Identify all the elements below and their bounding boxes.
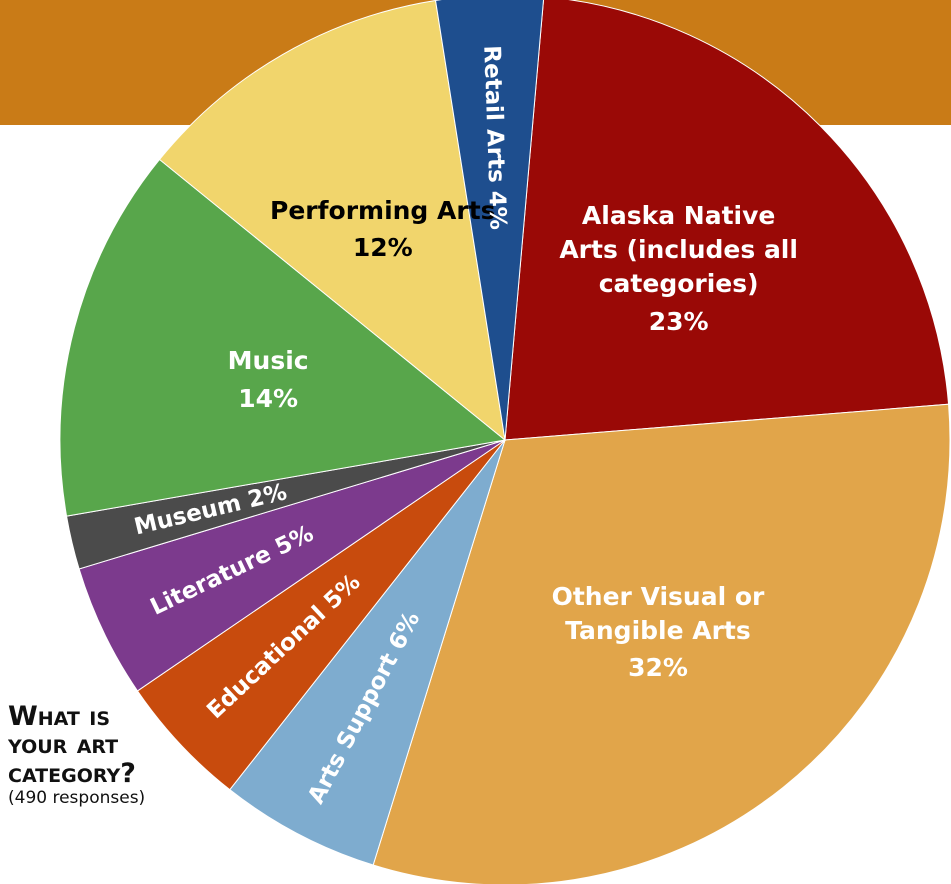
slice-name: Alaska Native Arts (includes all categor… (559, 201, 798, 298)
slice-name: Retail Arts (479, 45, 510, 183)
slice-name: Performing Arts (270, 195, 496, 225)
slice-name: Music (227, 345, 309, 375)
slice-label-box: Music 14% (138, 293, 398, 463)
slice-value: 23% (648, 306, 709, 336)
pie: Alaska Native Arts (includes all categor… (59, 0, 951, 884)
slice-value: 4% (484, 190, 511, 230)
slice-label: Other Visual or Tangible Arts 32% (528, 546, 788, 716)
pie-slice (158, 0, 506, 442)
slice-label: Music 14% (138, 293, 398, 463)
slice-value: 14% (238, 383, 299, 413)
slice-value: 32% (628, 653, 688, 683)
slice-label: Retail Arts 4% (479, 45, 511, 230)
slice-label: Performing Arts 12% (253, 143, 513, 313)
pie-slice (504, 0, 950, 441)
title-box: What is your art category? (490 response… (8, 703, 146, 809)
pie-slice (59, 158, 507, 517)
slice-label: Alaska Native Arts (includes all categor… (549, 183, 809, 353)
slice-value: 12% (352, 233, 413, 263)
chart-subtitle: (490 responses) (8, 788, 146, 809)
pie-slice (372, 403, 951, 884)
slice-name: Other Visual or Tangible Arts (551, 581, 765, 645)
chart-title: What is your art category? (8, 703, 136, 789)
slice-label-box: Alaska Native Arts (includes all categor… (549, 183, 809, 353)
pie-slice (434, 0, 544, 441)
slice-label-box: Other Visual or Tangible Arts 32% (528, 546, 788, 716)
slice-label-box: Performing Arts 12% (253, 143, 513, 313)
pie-slice (229, 439, 506, 866)
